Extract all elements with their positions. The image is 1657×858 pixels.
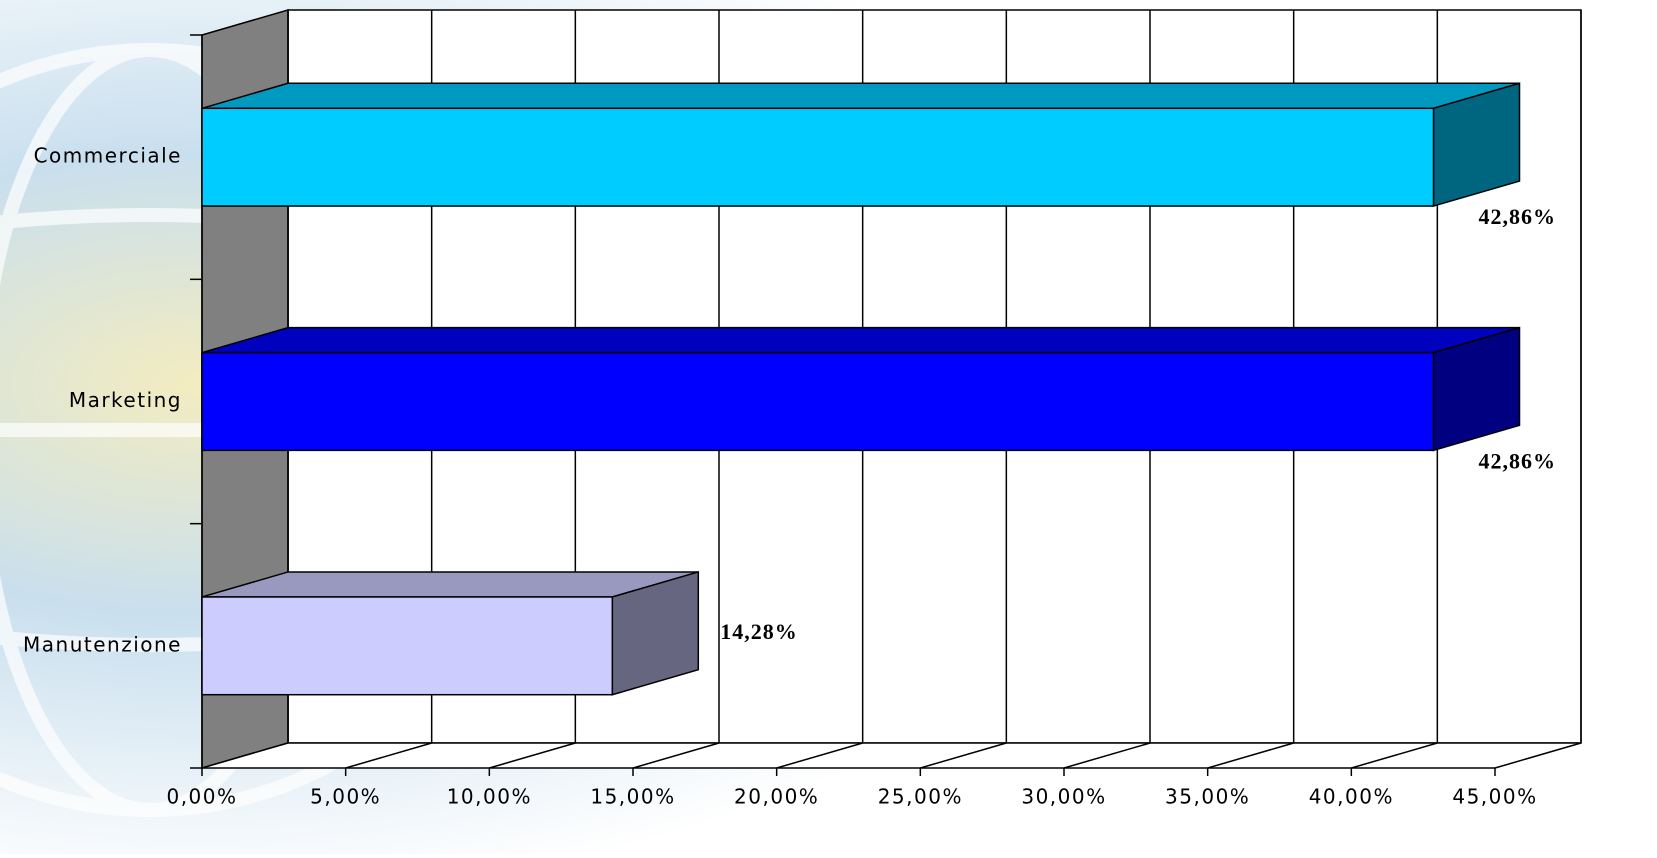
floor-grid-line: [920, 742, 1007, 769]
bar: [201, 596, 614, 696]
y-tick-label: Commerciale: [34, 144, 182, 168]
floor-grid-line: [1351, 742, 1438, 769]
floor-grid-line: [489, 742, 576, 769]
floor-grid-line: [201, 742, 289, 769]
floor-grid-line: [1494, 742, 1582, 769]
x-tick-label: 30,00%: [1021, 785, 1106, 809]
floor-grid-line: [1207, 742, 1294, 769]
y-tick-label: Manutenzione: [23, 632, 182, 656]
x-tick-label: 20,00%: [734, 785, 819, 809]
x-tick-label: 45,00%: [1452, 785, 1537, 809]
bar-top: [201, 326, 1520, 354]
floor-grid-line: [632, 742, 720, 769]
x-tick-label: 15,00%: [590, 785, 675, 809]
bar: [201, 107, 1435, 207]
bar-top: [201, 82, 1520, 110]
x-tick-label: 5,00%: [310, 785, 381, 809]
floor-grid-line: [1063, 742, 1151, 769]
floor-grid-line: [345, 742, 432, 769]
x-tick-label: 40,00%: [1309, 785, 1394, 809]
bar: [201, 351, 1435, 452]
value-label: 42,86%: [1479, 204, 1557, 229]
x-tick-label: 10,00%: [447, 785, 532, 809]
x-tick-label: 25,00%: [878, 785, 963, 809]
floor: [202, 743, 1581, 768]
y-tick-label: Marketing: [69, 388, 182, 412]
x-tick-label: 35,00%: [1165, 785, 1250, 809]
x-tick-label: 0,00%: [166, 785, 237, 809]
floor-grid-line: [776, 742, 863, 769]
value-label: 42,86%: [1479, 448, 1557, 473]
value-label: 14,28%: [720, 619, 798, 644]
